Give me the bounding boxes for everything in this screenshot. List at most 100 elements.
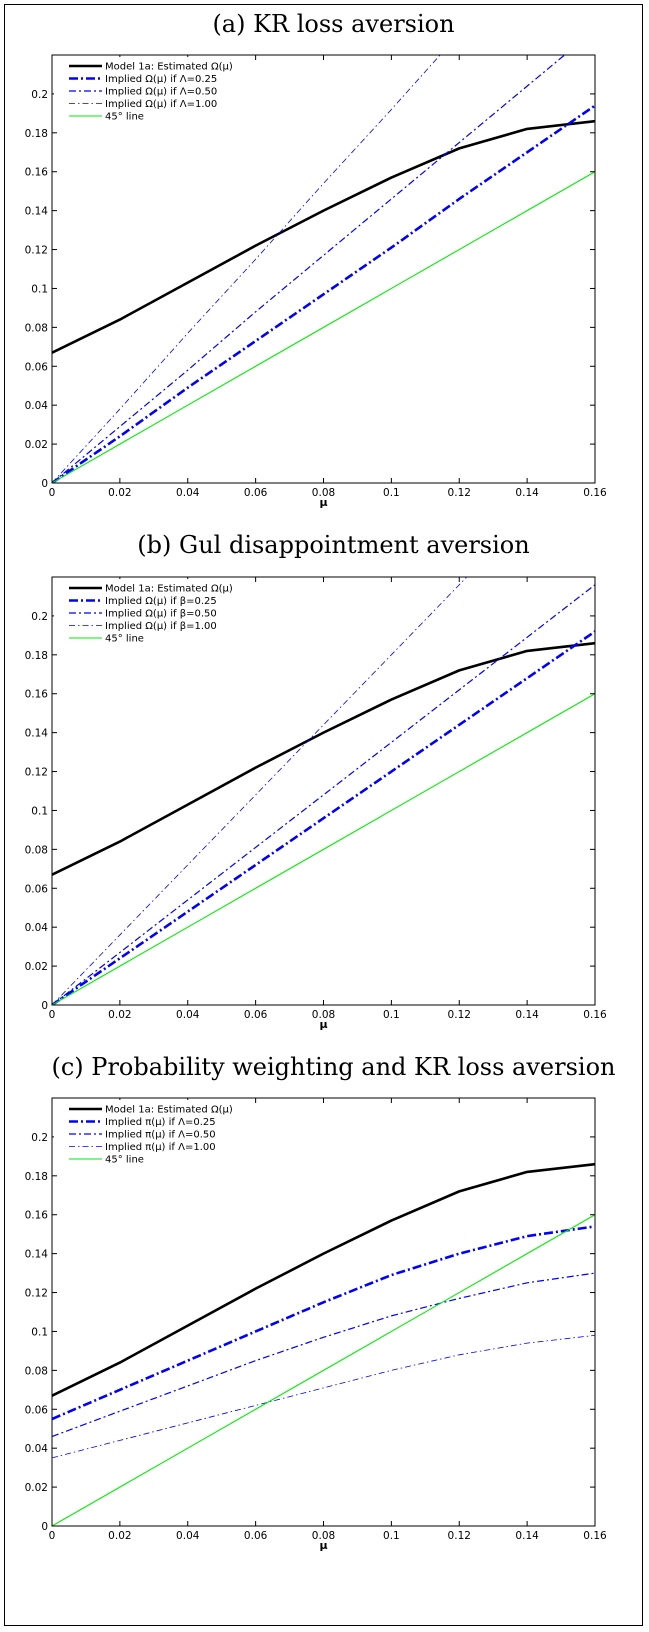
y-tick-label: 0.08 (25, 1365, 48, 1377)
chart-panel-1: (a) KR loss aversion 0 0.02 0.04 0.06 0.08 0.1… (25, 10, 607, 509)
legend-entry-2: Implied Ω(μ) if Λ=0.25 (105, 74, 217, 85)
series-line-4 (52, 1334, 595, 1459)
figure-svg: (a) KR loss aversion 0 0.02 0.04 0.06 0.08 0.1… (25, 10, 616, 1552)
y-tick-label: 0.18 (25, 128, 48, 140)
legend-entry-5: 45° line (105, 634, 144, 645)
y-tick-label: 0.04 (25, 400, 49, 412)
y-tick-label: 0.02 (25, 961, 48, 973)
x-tick-label: 0.14 (515, 1530, 539, 1542)
x-tick-label: 0.1 (383, 1009, 400, 1021)
y-tick-label: 0.1 (31, 283, 48, 295)
series-line-1 (52, 1162, 595, 1397)
x-tick-label: 0.12 (448, 1530, 471, 1542)
y-tick-label: 0.16 (25, 1210, 49, 1222)
x-tick-label: 0.08 (312, 1530, 335, 1542)
y-tick-label: 0.12 (25, 767, 48, 779)
series-line-5 (52, 693, 595, 1005)
legend-entry-1: Model 1a: Estimated Ω(μ) (105, 62, 233, 73)
x-tick-label: 0.04 (176, 1530, 200, 1542)
chart-title: (b) Gul disappointment aversion (137, 531, 529, 559)
x-tick-label: 0.16 (583, 1009, 607, 1021)
y-tick-label: 0.02 (25, 439, 48, 451)
series-line-2 (52, 630, 595, 1005)
legend: Model 1a: Estimated Ω(μ)Implied Ω(μ) if … (54, 57, 233, 126)
legend-entry-4: Implied π(μ) if Λ=1.00 (105, 1142, 216, 1153)
x-axis-label: μ (319, 496, 327, 509)
series-line-5 (52, 1214, 595, 1526)
y-tick-label: 0.16 (25, 689, 49, 701)
y-tick-label: 0.14 (25, 206, 49, 218)
x-tick-label: 0.12 (448, 1009, 471, 1021)
y-tick-label: 0.04 (25, 922, 49, 934)
series-line-1 (52, 119, 595, 354)
chart-panel-3: (c) Probability weighting and KR loss av… (25, 1053, 616, 1552)
legend-entry-5: 45° line (105, 112, 144, 123)
series-line-3 (52, 584, 595, 1005)
x-tick-label: 0.14 (515, 1009, 539, 1021)
x-tick-label: 0.06 (244, 487, 268, 499)
series-group (52, 55, 595, 483)
legend-entry-3: Implied π(μ) if Λ=0.50 (105, 1130, 216, 1141)
y-tick-label: 0.2 (31, 1132, 48, 1144)
series-line-1 (52, 641, 595, 876)
legend-entry-3: Implied Ω(μ) if β=0.50 (105, 609, 217, 620)
y-tick-label: 0 (41, 478, 48, 490)
x-tick-label: 0 (49, 1009, 56, 1021)
legend-entry-2: Implied π(μ) if Λ=0.25 (105, 1117, 216, 1128)
series-line-2 (52, 104, 595, 483)
y-tick-label: 0.1 (31, 1326, 48, 1338)
legend-entry-4: Implied Ω(μ) if Λ=1.00 (105, 99, 217, 110)
x-tick-label: 0.02 (108, 1530, 131, 1542)
x-tick-label: 0.14 (515, 487, 539, 499)
series-group (52, 577, 595, 1005)
x-tick-label: 0.1 (383, 1530, 400, 1542)
x-tick-label: 0 (49, 487, 56, 499)
series-line-5 (52, 171, 595, 483)
x-tick-label: 0.06 (244, 1530, 268, 1542)
y-tick-label: 0.04 (25, 1443, 49, 1455)
y-tick-label: 0.16 (25, 167, 49, 179)
x-tick-label: 0.02 (108, 487, 131, 499)
x-tick-label: 0.08 (312, 487, 335, 499)
y-tick-label: 0.08 (25, 844, 48, 856)
series-group (52, 1162, 595, 1526)
legend: Model 1a: Estimated Ω(μ)Implied Ω(μ) if … (54, 579, 233, 648)
y-tick-label: 0.06 (25, 361, 49, 373)
x-tick-label: 0.16 (583, 487, 607, 499)
legend-box (54, 579, 230, 648)
legend-entry-1: Model 1a: Estimated Ω(μ) (105, 1105, 233, 1116)
x-tick-label: 0.16 (583, 1530, 607, 1542)
x-tick-label: 0.04 (176, 487, 200, 499)
chart-title: (a) KR loss aversion (212, 10, 454, 38)
x-axis-label: μ (319, 1018, 327, 1031)
legend-entry-4: Implied Ω(μ) if β=1.00 (105, 621, 217, 632)
plot-area (51, 576, 596, 1006)
legend-entry-2: Implied Ω(μ) if β=0.25 (105, 596, 217, 607)
y-tick-label: 0.2 (31, 89, 48, 101)
x-axis-label: μ (319, 1539, 327, 1552)
plot-area (51, 1097, 596, 1527)
y-tick-label: 0.1 (31, 805, 48, 817)
series-line-3 (52, 55, 566, 483)
y-tick-label: 0.18 (25, 1171, 48, 1183)
x-tick-label: 0.04 (176, 1009, 200, 1021)
y-tick-label: 0.2 (31, 611, 48, 623)
x-tick-label: 0.12 (448, 487, 471, 499)
x-tick-label: 0.06 (244, 1009, 268, 1021)
y-tick-label: 0.14 (25, 1249, 49, 1261)
series-line-3 (52, 1272, 595, 1438)
legend-entry-5: 45° line (105, 1155, 144, 1166)
legend-entry-3: Implied Ω(μ) if Λ=0.50 (105, 87, 217, 98)
x-tick-label: 0 (49, 1530, 56, 1542)
y-tick-label: 0.02 (25, 1482, 48, 1494)
y-tick-label: 0.12 (25, 1288, 48, 1300)
y-tick-label: 0.12 (25, 245, 48, 257)
y-tick-label: 0.18 (25, 650, 48, 662)
x-tick-label: 0.08 (312, 1009, 335, 1021)
plot-area (51, 54, 596, 484)
series-line-2 (52, 1225, 595, 1421)
chart-panel-2: (b) Gul disappointment aversion 0 0.02 0.04… (25, 531, 607, 1031)
figure-frame: (a) KR loss aversion 0 0.02 0.04 0.06 0.08 0.1… (4, 4, 643, 1626)
x-tick-label: 0.02 (108, 1009, 131, 1021)
y-tick-label: 0.06 (25, 883, 49, 895)
